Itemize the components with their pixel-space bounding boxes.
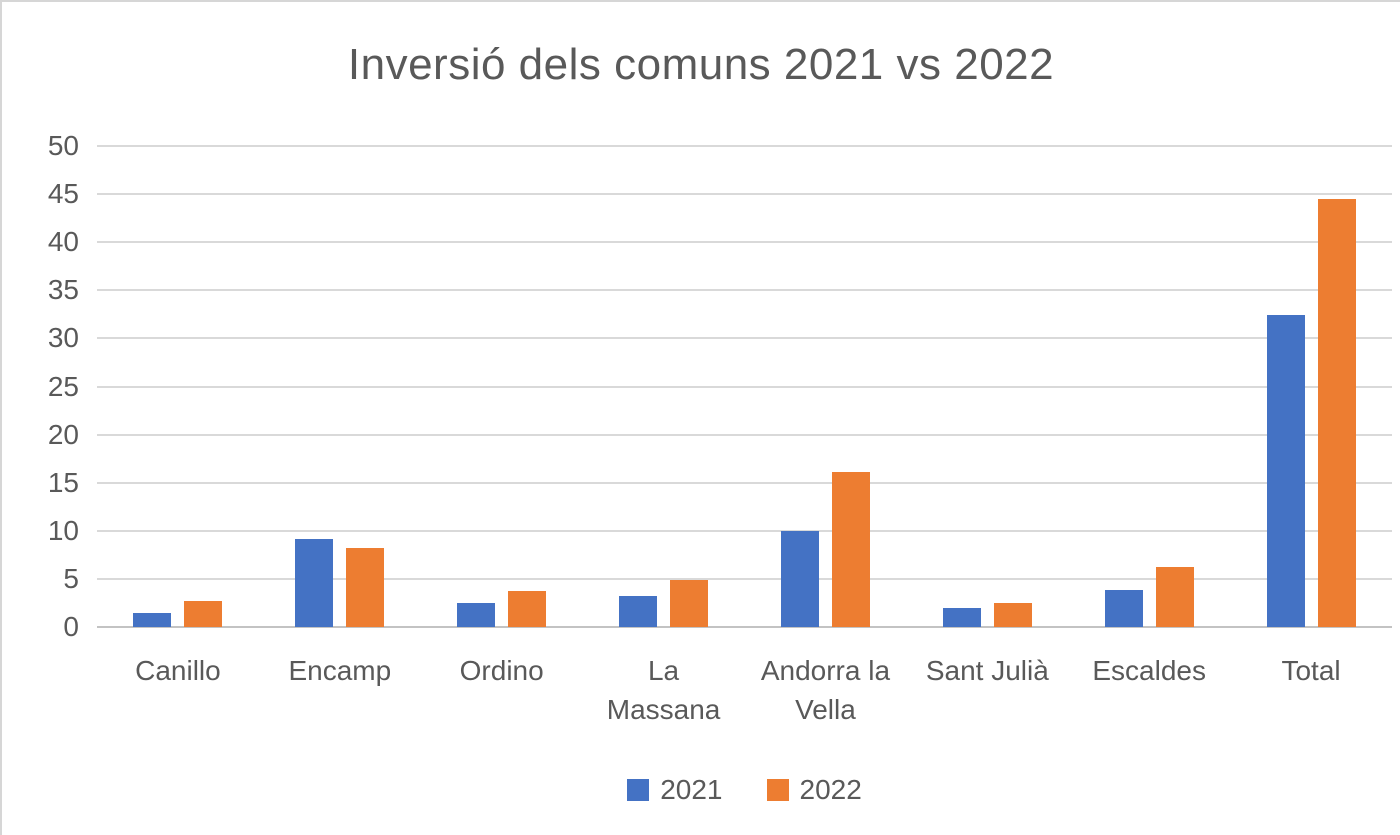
gridline-15 bbox=[97, 481, 1392, 484]
x-label-text: Ordino bbox=[459, 655, 544, 686]
gridline-45 bbox=[97, 193, 1392, 196]
legend-item-2021: 2021 bbox=[627, 774, 723, 806]
bar-encamp-2022 bbox=[346, 548, 385, 627]
x-label-text: Encamp bbox=[288, 655, 392, 686]
gridline-20 bbox=[97, 433, 1392, 436]
x-label-andorra-la-vella: Andorra la Vella bbox=[745, 652, 907, 729]
bar-andorra-la-vella-2021 bbox=[780, 530, 819, 627]
gridline-5 bbox=[97, 577, 1392, 580]
gridline-40 bbox=[97, 241, 1392, 244]
x-label-text: Canillo bbox=[135, 655, 221, 686]
gridline-35 bbox=[97, 289, 1392, 292]
gridline-10 bbox=[97, 529, 1392, 532]
bar-canillo-2021 bbox=[133, 612, 172, 627]
gridline-30 bbox=[97, 337, 1392, 340]
bar-andorra-la-vella-2022 bbox=[831, 472, 870, 627]
bar-la-massana-2022 bbox=[670, 579, 709, 627]
x-axis-labels: Canillo Encamp Ordino La Massana Andorra la … bbox=[97, 652, 1392, 729]
gridline-0 bbox=[97, 626, 1392, 628]
bar-la-massana-2021 bbox=[619, 596, 658, 627]
legend-swatch-2022 bbox=[766, 779, 789, 801]
x-label-sant-juli: Sant Julià bbox=[906, 652, 1068, 729]
x-label-encamp: Encamp bbox=[259, 652, 421, 729]
x-label-text: Sant Julià bbox=[925, 655, 1049, 686]
bar-sant-juli-2022 bbox=[993, 602, 1032, 627]
x-label-text: Escaldes bbox=[1092, 655, 1206, 686]
legend: 2021 2022 bbox=[97, 774, 1392, 806]
bar-encamp-2021 bbox=[295, 538, 334, 627]
x-label-canillo: Canillo bbox=[97, 652, 259, 729]
bar-group-total bbox=[1230, 146, 1392, 627]
bar-group-escaldes bbox=[1068, 146, 1230, 627]
bar-ordino-2022 bbox=[508, 591, 547, 627]
gridline-50 bbox=[97, 145, 1392, 147]
chart-title: Inversió dels comuns 2021 vs 2022 bbox=[347, 40, 1055, 89]
bar-ordino-2021 bbox=[457, 602, 496, 627]
x-label-total: Total bbox=[1230, 652, 1392, 729]
x-label-text: Total bbox=[1281, 655, 1341, 686]
bar-group-andorra-la-vella bbox=[745, 146, 907, 627]
legend-swatch-2021 bbox=[627, 779, 650, 801]
bar-group-encamp bbox=[259, 146, 421, 627]
bar-total-2022 bbox=[1317, 198, 1356, 627]
x-label-text: Andorra la Vella bbox=[760, 655, 891, 725]
legend-label-2021: 2021 bbox=[660, 774, 723, 805]
bars-row bbox=[97, 146, 1392, 627]
bar-group-la-massana bbox=[583, 146, 745, 627]
bar-escaldes-2021 bbox=[1104, 590, 1143, 627]
gridline-25 bbox=[97, 385, 1392, 388]
bar-group-ordino bbox=[421, 146, 583, 627]
legend-item-2022: 2022 bbox=[766, 774, 862, 806]
plot-area: 0 5 10 15 20 25 30 35 40 45 50 bbox=[48, 132, 1392, 641]
x-label-escaldes: Escaldes bbox=[1068, 652, 1230, 729]
bar-total-2021 bbox=[1266, 315, 1305, 627]
bar-sant-juli-2021 bbox=[942, 607, 981, 627]
bar-group-canillo bbox=[97, 146, 259, 627]
bar-group-sant-juli bbox=[906, 146, 1068, 627]
x-label-la-massana: La Massana bbox=[583, 652, 745, 729]
bar-escaldes-2022 bbox=[1155, 567, 1194, 627]
x-label-text: La Massana bbox=[606, 655, 721, 725]
legend-label-2022: 2022 bbox=[799, 774, 862, 805]
x-label-ordino: Ordino bbox=[421, 652, 583, 729]
bar-canillo-2022 bbox=[184, 601, 223, 627]
